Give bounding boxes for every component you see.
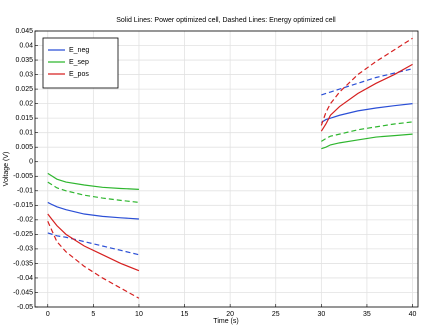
line-dashed (47, 37, 413, 299)
y-tick-label: -0.035 (13, 260, 33, 267)
x-tick-label: 5 (91, 311, 95, 318)
y-tick-label: 0.045 (15, 28, 33, 35)
y-tick-label: -0.05 (17, 304, 33, 311)
y-tick-label: -0.015 (13, 202, 33, 209)
line-solid (47, 63, 413, 272)
x-tick-label: 40 (409, 311, 417, 318)
y-tick-label: 0.035 (15, 57, 33, 64)
y-tick-label: -0.025 (13, 231, 33, 238)
legend-label: E_sep (69, 59, 89, 66)
y-tick-label: -0.03 (17, 246, 33, 253)
y-tick-label: 0.005 (15, 144, 33, 151)
x-tick-label: 30 (317, 311, 325, 318)
y-tick-label: -0.01 (17, 188, 33, 195)
x-axis-label: Time (s) (213, 318, 238, 325)
y-tick-label: -0.005 (13, 173, 33, 180)
x-tick-label: 25 (272, 311, 280, 318)
legend-label: E_neg (69, 47, 89, 54)
x-tick-label: 15 (181, 311, 189, 318)
x-tick-label: 20 (226, 311, 234, 318)
y-tick-label: 0.02 (19, 100, 33, 107)
line-solid (47, 103, 413, 220)
x-tick-label: 0 (46, 311, 50, 318)
line-solid (47, 133, 413, 190)
line-dashed (47, 121, 413, 204)
line-dashed (47, 68, 413, 256)
y-tick-label: 0.04 (19, 42, 33, 49)
y-tick-label: 0.015 (15, 115, 33, 122)
y-tick-label: -0.02 (17, 217, 33, 224)
legend-label: E_pos (69, 71, 89, 78)
y-axis-label: Voltage (V) (3, 152, 10, 187)
y-tick-label: -0.04 (17, 275, 33, 282)
y-tick-label: 0.025 (15, 86, 33, 93)
plot-frame (34, 30, 419, 308)
chart-title: Solid Lines: Power optimized cell, Dashe… (116, 17, 336, 24)
y-tick-label: -0.045 (13, 289, 33, 296)
y-tick-label: 0 (29, 159, 33, 166)
x-tick-label: 35 (363, 311, 371, 318)
legend: E_neg E_sep E_pos (42, 37, 119, 89)
legend-box (42, 37, 119, 89)
x-tick-label: 10 (135, 311, 143, 318)
y-tick-label: 0.01 (19, 130, 33, 137)
y-tick-label: 0.03 (19, 71, 33, 78)
